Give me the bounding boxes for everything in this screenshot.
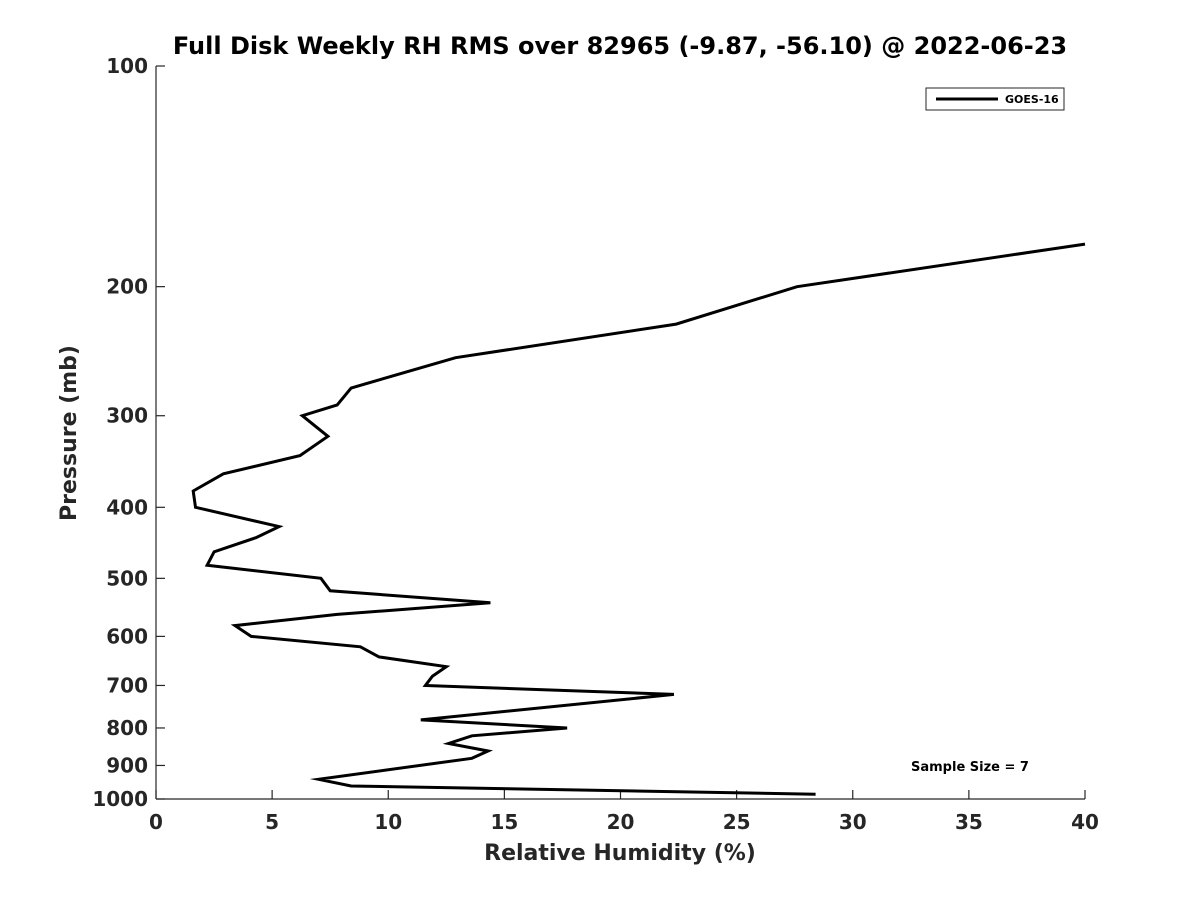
series-line-goes16 [191,242,1086,796]
x-tick-label: 20 [607,810,635,834]
x-tick-label: 5 [265,810,279,834]
sample-size-annotation: Sample Size = 7 [911,760,1029,775]
x-tick-label: 15 [490,810,518,834]
x-tick-label: 35 [955,810,983,834]
x-tick-label: 10 [374,810,402,834]
x-tick-label: 25 [723,810,751,834]
x-axis-label: Relative Humidity (%) [484,841,756,866]
legend: GOES-16 [925,87,1065,111]
y-tick-label: 200 [106,275,148,299]
chart-title: Full Disk Weekly RH RMS over 82965 (-9.8… [173,32,1067,60]
y-axis-label: Pressure (mb) [57,345,82,521]
x-tick-label: 30 [839,810,867,834]
y-tick-label: 400 [106,495,148,519]
y-tick-label: 800 [106,716,148,740]
y-tick-label: 1000 [92,787,148,811]
y-tick-label: 900 [106,753,148,777]
x-tick-label: 40 [1071,810,1099,834]
y-axis-ticks: 100 200 300 400 500 600 700 800 900 1000 [92,54,165,811]
y-tick-label: 100 [106,54,148,78]
x-axis-ticks: 0 5 10 15 20 25 30 35 40 [149,790,1099,834]
plot-area: 0 5 10 15 20 25 30 35 40 100 200 300 400 500 600 700 80… [92,54,1099,834]
y-tick-label: 600 [106,624,148,648]
y-tick-label: 300 [106,404,148,428]
y-tick-label: 700 [106,673,148,697]
legend-label-goes16: GOES-16 [1005,93,1059,106]
x-tick-label: 0 [149,810,163,834]
series-layer [191,242,1086,796]
y-tick-label: 500 [106,566,148,590]
